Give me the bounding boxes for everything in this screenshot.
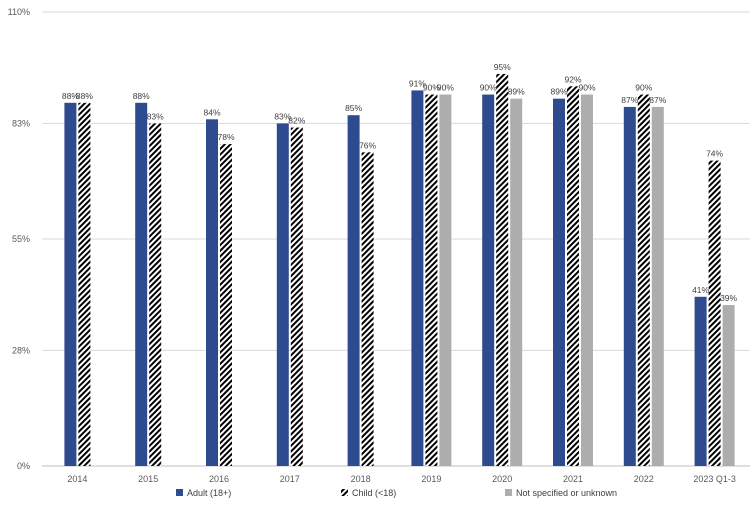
bars [64, 73, 735, 467]
bar-adult-18 [623, 106, 636, 466]
legend-label: Not specified or unknown [516, 488, 617, 498]
x-tick-label: 2020 [492, 474, 512, 484]
bar-adult-18 [206, 119, 218, 467]
bar-child-18 [496, 73, 509, 466]
data-label: 85% [345, 103, 362, 113]
bar-adult-18 [276, 123, 289, 466]
bar-child-18 [149, 123, 162, 466]
data-label: 95% [494, 62, 511, 72]
bar-child-18 [637, 94, 650, 466]
data-label: 87% [621, 95, 638, 105]
data-label: 88% [76, 91, 93, 101]
bar-child-18 [220, 144, 232, 466]
bar-adult-18 [694, 296, 707, 466]
bar-adult-18 [411, 90, 424, 466]
data-label: 39% [720, 293, 737, 303]
bar-child-18 [425, 94, 438, 466]
y-tick-label: 28% [12, 345, 30, 355]
legend-label: Child (<18) [352, 488, 396, 498]
data-label: 83% [147, 111, 164, 121]
legend-swatch [176, 489, 183, 496]
x-tick-label: 2022 [634, 474, 654, 484]
data-label: 89% [550, 87, 567, 97]
data-label: 90% [578, 83, 595, 93]
y-tick-label: 55% [12, 234, 30, 244]
x-tick-label: 2017 [280, 474, 300, 484]
bar-not-specified-or-unknown [510, 98, 523, 466]
bar-adult-18 [135, 102, 148, 467]
bar-child-18 [567, 86, 579, 467]
data-label: 41% [692, 285, 709, 295]
data-label: 82% [288, 116, 305, 126]
data-label: 88% [62, 91, 79, 101]
y-tick-label: 110% [8, 7, 30, 17]
bar-child-18 [290, 127, 303, 467]
bar-adult-18 [553, 98, 565, 466]
data-label: 91% [409, 78, 426, 88]
data-label: 92% [564, 74, 581, 84]
data-label: 88% [133, 91, 150, 101]
legend-swatch [505, 489, 512, 496]
bar-child-18 [361, 152, 374, 466]
legend: Adult (18+) Child (<18) Not specified or u… [176, 488, 617, 498]
bar-not-specified-or-unknown [581, 94, 593, 466]
x-tick-label: 2023 Q1-3 [693, 474, 736, 484]
data-label: 89% [508, 87, 525, 97]
bar-child-18 [708, 160, 721, 466]
bar-not-specified-or-unknown [651, 106, 664, 466]
legend-swatch [341, 489, 348, 496]
x-tick-label: 2019 [421, 474, 441, 484]
bar-not-specified-or-unknown [722, 305, 735, 466]
data-label: 84% [203, 107, 220, 117]
bar-not-specified-or-unknown [439, 94, 452, 466]
y-tick-label: 0% [17, 461, 30, 471]
data-labels: 88%88% 88%83% 84%78%83%82%85%76%91%90%90% 9… [62, 62, 738, 303]
data-label: 90% [480, 83, 497, 93]
y-axis: 0% 28% 55% 83% 110% [8, 7, 30, 471]
x-tick-label: 2014 [67, 474, 87, 484]
legend-label: Adult (18+) [187, 488, 231, 498]
data-label: 87% [649, 95, 666, 105]
bar-adult-18 [482, 94, 495, 466]
bar-adult-18 [64, 102, 77, 467]
y-tick-label: 83% [12, 118, 30, 128]
x-tick-label: 2018 [351, 474, 371, 484]
x-tick-label: 2021 [563, 474, 583, 484]
data-label: 90% [635, 83, 652, 93]
data-label: 90% [437, 83, 454, 93]
data-label: 83% [274, 111, 291, 121]
x-axis: 2014 2015 2016 2017 2018 2019 2020 2021 2022 2023… [67, 474, 735, 484]
bar-child-18 [78, 102, 91, 467]
bar-adult-18 [347, 115, 360, 466]
data-label: 74% [706, 149, 723, 159]
data-label: 78% [217, 132, 234, 142]
data-label: 76% [359, 140, 376, 150]
x-tick-label: 2016 [209, 474, 229, 484]
x-tick-label: 2015 [138, 474, 158, 484]
data-label: 90% [423, 83, 440, 93]
